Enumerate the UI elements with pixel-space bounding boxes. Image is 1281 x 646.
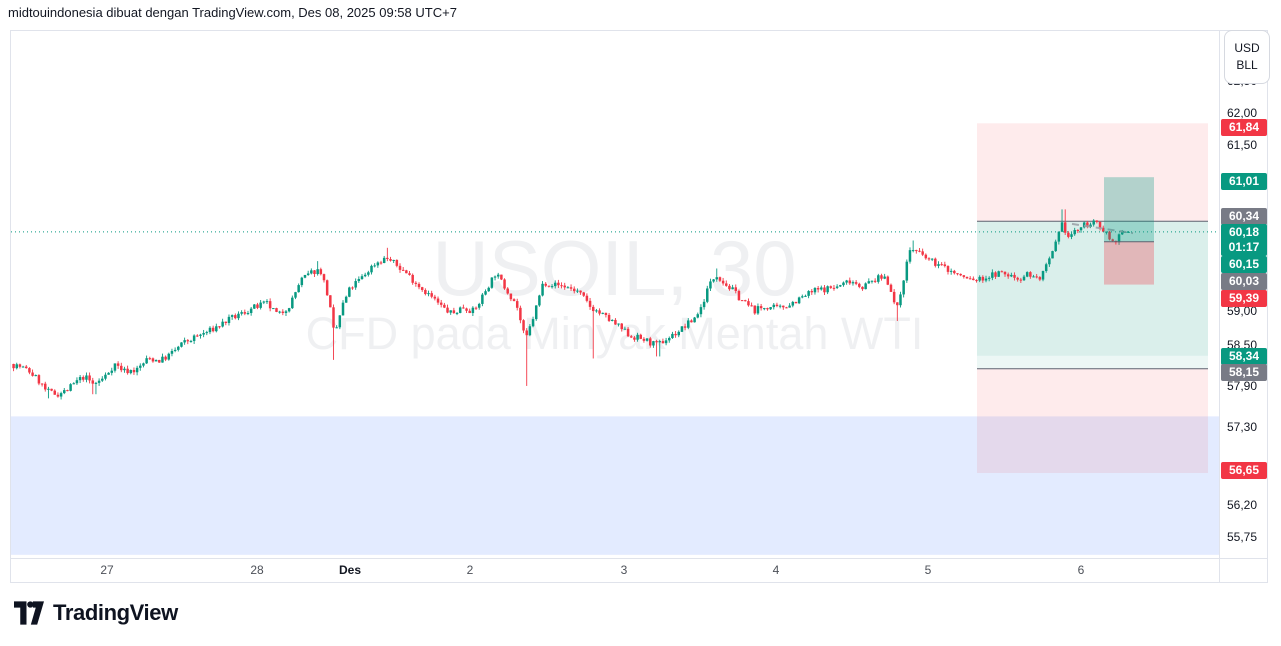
attribution-text: midtouindonesia dibuat dengan TradingVie… — [8, 5, 457, 20]
tradingview-logo-icon — [14, 601, 44, 625]
time-label-2[interactable]: 2 — [466, 563, 474, 577]
price-badge-58-34: 58,34 — [1221, 347, 1267, 365]
price-tick-56-20: 56,20 — [1227, 497, 1258, 512]
time-label-5[interactable]: 5 — [924, 563, 932, 577]
tradingview-logo-text: TradingView — [53, 600, 178, 625]
chart-frame — [10, 30, 1268, 583]
price-tick-61-50: 61,50 — [1227, 138, 1258, 153]
price-axis[interactable]: 62,5062,0061,5059,0058,5057,9057,3056,20… — [1219, 30, 1281, 558]
price-tick-57-90: 57,90 — [1227, 378, 1258, 393]
price-badge-59-39: 59,39 — [1221, 289, 1267, 307]
price-badge-56-65: 56,65 — [1221, 461, 1267, 479]
time-label-3[interactable]: 3 — [620, 563, 628, 577]
trend-dash-line[interactable] — [1071, 222, 1134, 235]
time-label-27[interactable]: 27 — [100, 563, 114, 577]
price-tick-62-00: 62,00 — [1227, 105, 1258, 120]
price-badge-61-01: 61,01 — [1221, 172, 1267, 190]
blue-projection-box — [11, 416, 1219, 555]
time-label-28[interactable]: 28 — [250, 563, 264, 577]
price-tick-57-30: 57,30 — [1227, 420, 1258, 435]
time-label-Des[interactable]: Des — [338, 563, 362, 577]
short-stop-zone — [977, 123, 1208, 222]
price-tick-59-00: 59,00 — [1227, 303, 1258, 318]
inner-long-profit[interactable] — [1104, 177, 1154, 242]
price-badge-58-15: 58,15 — [1221, 363, 1267, 381]
currency-label[interactable]: USD — [1234, 41, 1260, 55]
long-stop-zone — [977, 368, 1208, 474]
short-profit-zone — [977, 221, 1208, 356]
price-badge-60-15: 60,15 — [1221, 255, 1267, 273]
time-label-6[interactable]: 6 — [1077, 563, 1085, 577]
currency-unit-box: USD BLL — [1224, 30, 1270, 84]
inner-long-stop[interactable] — [1104, 241, 1154, 285]
unit-label[interactable]: BLL — [1236, 58, 1258, 72]
price-tick-55-75: 55,75 — [1227, 529, 1258, 544]
price-badge-61-84: 61,84 — [1221, 118, 1267, 136]
candles-group — [12, 209, 1130, 400]
price-badge-60-34: 60,34 — [1221, 207, 1267, 225]
tradingview-logo[interactable]: TradingView — [14, 600, 178, 626]
time-axis[interactable]: 27 28 Des 2 3 4 5 6 — [10, 558, 1219, 583]
long-profit-zone — [977, 221, 1208, 369]
candlestick-chart[interactable] — [10, 30, 1219, 558]
time-axis-separator — [10, 558, 1268, 559]
time-label-4[interactable]: 4 — [772, 563, 780, 577]
price-axis-separator — [1219, 30, 1220, 583]
price-badge-60-03: 60,03 — [1221, 272, 1267, 290]
price-badge-60-18: 60,18 01:17 — [1221, 224, 1267, 256]
